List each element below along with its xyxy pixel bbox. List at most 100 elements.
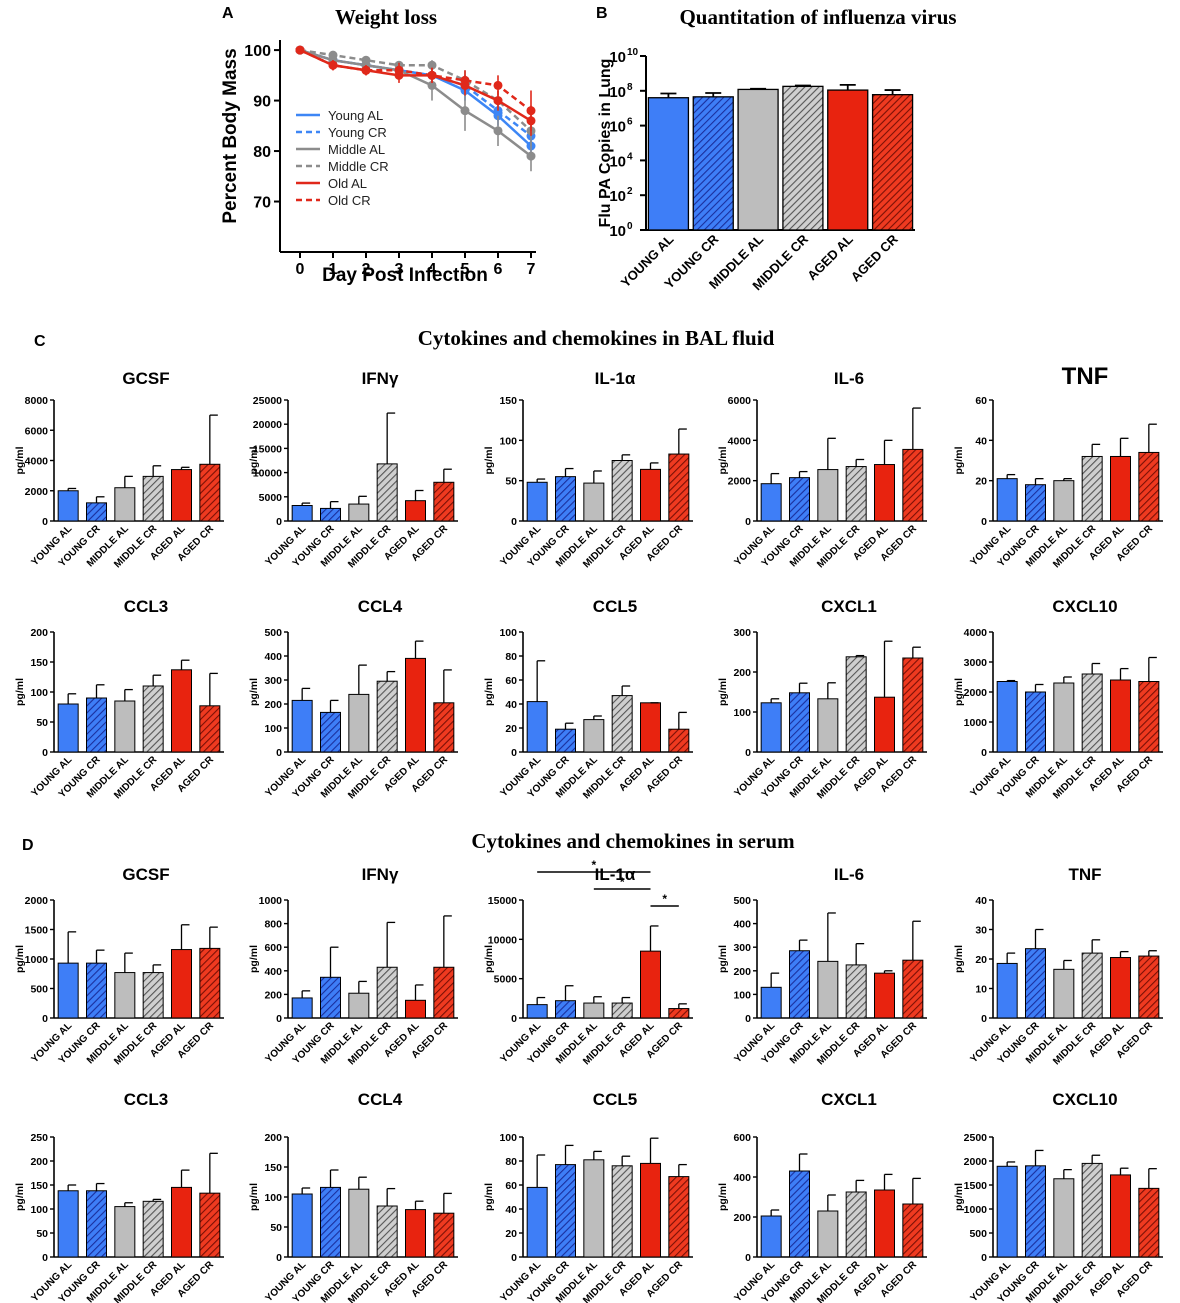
bar <box>1138 955 1160 1019</box>
data-point <box>361 65 371 75</box>
y-tick-label: 5000 <box>494 974 518 986</box>
bar <box>902 657 924 753</box>
bar <box>789 1170 810 1258</box>
bar <box>1081 673 1103 753</box>
y-tick-label: 10 <box>609 49 626 66</box>
bar <box>433 702 455 753</box>
bar <box>845 1191 867 1258</box>
bar <box>1025 948 1046 1019</box>
significance-star: * <box>591 858 596 872</box>
y-tick-exponent: 8 <box>627 82 633 93</box>
bar <box>142 972 164 1019</box>
y-tick-label: 200 <box>733 667 751 679</box>
y-tick-label: 800 <box>264 919 282 931</box>
bar <box>555 1164 576 1258</box>
bar <box>376 966 398 1019</box>
y-tick-label: 500 <box>30 984 48 996</box>
bar <box>114 1206 136 1258</box>
bar <box>640 950 661 1019</box>
bar <box>789 477 810 522</box>
y-tick-label: 10 <box>975 984 987 996</box>
x-tick-label: 1 <box>329 261 338 278</box>
y-axis-label: pg/ml <box>14 446 26 474</box>
y-tick-label: 6000 <box>25 425 49 437</box>
bar <box>433 966 455 1019</box>
y-tick-label: 0 <box>276 1013 282 1025</box>
bar <box>583 719 605 753</box>
y-tick-label: 150 <box>499 395 517 407</box>
bar <box>817 1210 839 1258</box>
bar <box>1025 1165 1046 1258</box>
y-axis-label: pg/ml <box>717 678 729 706</box>
bar <box>583 1159 605 1258</box>
y-tick-label: 10000 <box>253 468 282 480</box>
y-tick-label: 150 <box>30 657 48 669</box>
y-tick-label: 300 <box>733 942 751 954</box>
bar <box>874 1189 895 1258</box>
bar <box>199 1192 221 1258</box>
y-axis-label: pg/ml <box>248 945 260 973</box>
bar <box>1081 455 1103 522</box>
bar <box>668 453 690 522</box>
bar <box>692 96 734 231</box>
bar <box>114 972 136 1019</box>
y-tick-label: 10000 <box>488 934 517 946</box>
bar <box>1053 968 1075 1019</box>
y-tick-label: 40 <box>505 1204 517 1216</box>
y-tick-label: 0 <box>981 747 987 759</box>
y-tick-label: 200 <box>264 989 282 1001</box>
bar <box>902 448 924 522</box>
bar <box>376 680 398 753</box>
chart-title: IFNγ <box>362 865 399 884</box>
bar <box>320 976 341 1019</box>
bar <box>647 97 690 231</box>
y-tick-label: 2000 <box>964 687 988 699</box>
bar <box>171 469 192 522</box>
bar <box>668 728 690 753</box>
y-tick-label: 25000 <box>253 395 282 407</box>
bar <box>1138 451 1160 522</box>
chart-title: CXCL10 <box>1052 597 1117 616</box>
panel-d-letter: D <box>22 837 34 854</box>
bar <box>611 695 633 753</box>
chart-title: TNF <box>1062 363 1109 390</box>
bar <box>845 466 867 522</box>
panel-a-letter: A <box>222 5 234 22</box>
bar <box>996 1165 1018 1258</box>
bar <box>433 481 455 522</box>
y-tick-label: 0 <box>981 1252 987 1264</box>
y-tick-label: 200 <box>264 1132 282 1144</box>
y-tick-label: 1000 <box>259 895 283 907</box>
y-tick-label: 100 <box>264 723 282 735</box>
legend-label: Young AL <box>328 108 383 123</box>
x-tick-label: 7 <box>527 261 536 278</box>
bar <box>1138 1187 1160 1258</box>
chart-title: IL-1α <box>595 865 636 884</box>
bar <box>827 89 869 231</box>
bar <box>760 1215 782 1258</box>
bar <box>1081 952 1103 1019</box>
y-tick-label: 250 <box>30 1132 48 1144</box>
y-axis-label: pg/ml <box>953 1183 965 1211</box>
y-tick-exponent: 0 <box>627 221 633 232</box>
bar <box>86 1190 107 1258</box>
y-tick-label: 5000 <box>259 492 283 504</box>
y-tick-label: 2000 <box>964 1156 988 1168</box>
y-tick-label: 300 <box>733 627 751 639</box>
data-point <box>394 65 404 75</box>
bar <box>782 85 824 231</box>
y-axis-label: pg/ml <box>953 678 965 706</box>
bar <box>1110 957 1131 1019</box>
y-tick-label: 80 <box>505 1156 517 1168</box>
x-tick-label: 3 <box>395 261 404 278</box>
bar-chart-C-ifn: IFNγ0500010000150002000025000pg/mlYOUNG … <box>248 369 458 570</box>
chart-title: TNF <box>1068 865 1101 884</box>
y-tick-label: 1000 <box>964 717 988 729</box>
chart-title: CXCL1 <box>821 597 877 616</box>
y-tick-label: 0 <box>42 516 48 528</box>
